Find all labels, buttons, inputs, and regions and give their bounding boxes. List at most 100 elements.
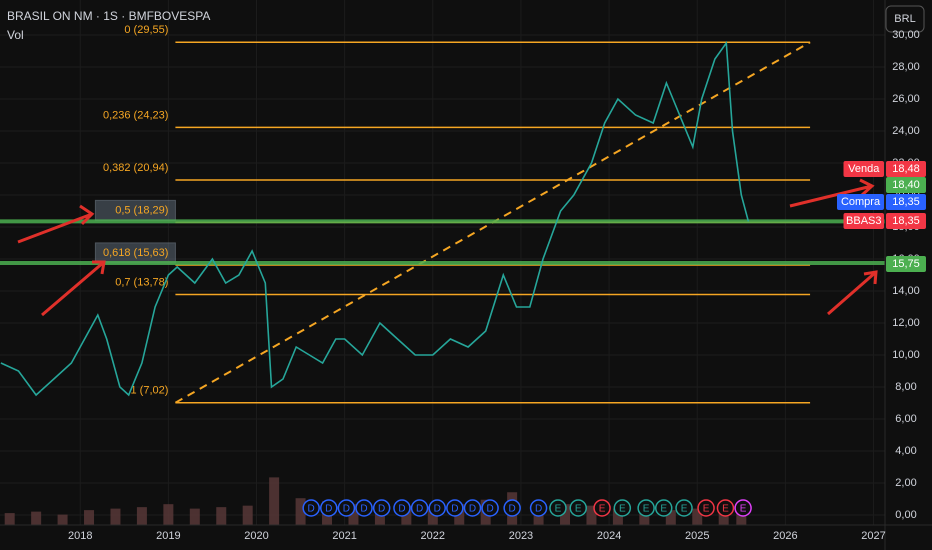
- volume-bar: [189, 508, 200, 525]
- event-marker: [463, 499, 482, 517]
- event-marker: [613, 499, 632, 517]
- event-label: D: [325, 504, 332, 515]
- x-tick-label: 2026: [773, 530, 797, 542]
- currency-button-label[interactable]: BRL: [894, 13, 915, 25]
- price-badge: [886, 213, 926, 229]
- price-badge: [886, 256, 926, 272]
- volume-bar: [612, 508, 623, 525]
- plot: 0 (29,55) 0,236 (24,23) 0,382 (20,94) 0,5 (…: [0, 24, 885, 525]
- event-marker: [393, 499, 411, 517]
- event-label: E: [599, 504, 606, 515]
- y-tick-label: 4,00: [895, 445, 916, 457]
- fib-label: 0,5 (18,29): [115, 204, 168, 216]
- price-badge-label: 18,35: [892, 215, 920, 227]
- y-tick-label: 2,00: [895, 477, 916, 489]
- event-label: E: [703, 504, 710, 515]
- event-marker: [372, 499, 391, 517]
- y-tick-label: 28,00: [892, 61, 920, 73]
- y-tick-label: 8,00: [895, 381, 916, 393]
- y-tick-label: 26,00: [892, 93, 920, 105]
- event-marker: [569, 499, 587, 517]
- y-tick-label: 30,00: [892, 29, 920, 41]
- x-tick-label: 2027: [861, 530, 885, 542]
- event-marker: [410, 499, 429, 517]
- volume-bar: [560, 504, 571, 525]
- event-label: E: [740, 504, 747, 515]
- price-badge-label: 18,40: [892, 179, 920, 191]
- event-marker: [593, 499, 611, 517]
- volume-bar: [242, 505, 253, 525]
- event-marker: [697, 499, 715, 517]
- annotation-arrows: [17, 178, 878, 317]
- event-marker: [302, 499, 320, 517]
- event-marker: [446, 499, 464, 517]
- event-label: E: [722, 504, 729, 515]
- y-tick-label: 14,00: [892, 285, 920, 297]
- fib-label: 0,618 (15,63): [103, 247, 168, 259]
- fib-label: 0 (29,55): [124, 24, 168, 36]
- x-tick-label: 2023: [509, 530, 533, 542]
- volume-label: Vol: [7, 28, 24, 42]
- y-tick-label: 0,00: [895, 509, 916, 521]
- y-tick-label: 10,00: [892, 349, 920, 361]
- event-label: E: [619, 504, 626, 515]
- fib-label: 1 (7,02): [130, 385, 168, 397]
- volume-bar: [586, 505, 597, 525]
- price-badge: [886, 161, 926, 177]
- volume-bar: [57, 514, 68, 525]
- event-label: E: [643, 504, 650, 515]
- event-marker: [320, 499, 338, 517]
- x-tick-label: 2020: [244, 530, 268, 542]
- price-badge: [886, 194, 926, 210]
- event-label: D: [509, 504, 516, 515]
- volume-bar: [84, 510, 95, 525]
- y-tick-label: 24,00: [892, 125, 920, 137]
- event-label: D: [378, 504, 385, 515]
- event-label: E: [555, 504, 562, 515]
- volume-bar: [665, 510, 676, 525]
- volume-bar: [31, 511, 42, 525]
- event-label: D: [434, 504, 441, 515]
- price-badge-name-bg: [837, 194, 884, 210]
- price-badge-label: 15,75: [892, 258, 920, 270]
- event-marker: [355, 499, 373, 517]
- y-tick-label: 6,00: [895, 413, 916, 425]
- event-marker: [637, 499, 655, 517]
- price-badge-label: 18,35: [892, 196, 920, 208]
- currency-button[interactable]: [885, 5, 925, 33]
- event-label: E: [681, 504, 688, 515]
- x-tick-label: 2019: [156, 530, 180, 542]
- event-marker: [655, 499, 673, 517]
- price-badge-name: BBAS3: [846, 215, 881, 227]
- fib-label: 0,7 (13,78): [115, 276, 168, 288]
- price-badge-name: Compra: [841, 196, 881, 208]
- fib-label: 0,382 (20,94): [103, 162, 168, 174]
- price-badge-name-bg: [843, 213, 884, 229]
- volume-bar: [427, 507, 438, 525]
- event-marker: [428, 499, 446, 517]
- event-label: D: [451, 504, 458, 515]
- x-tick-label: 2022: [421, 530, 445, 542]
- event-label: D: [360, 504, 367, 515]
- event-label: D: [308, 504, 315, 515]
- event-label: D: [486, 504, 493, 515]
- event-label: D: [469, 504, 476, 515]
- price-badge-name-bg: [843, 161, 884, 177]
- price-line: [0, 40, 750, 397]
- event-label: E: [575, 504, 582, 515]
- event-marker: [503, 499, 521, 517]
- volume-bar: [348, 504, 359, 525]
- volume-bar: [269, 477, 280, 525]
- x-tick-label: 2025: [685, 530, 709, 542]
- event-label: D: [343, 504, 350, 515]
- volume-bar: [216, 507, 227, 525]
- event-marker: [675, 499, 693, 517]
- event-label: D: [416, 504, 423, 515]
- price-badge-label: 18,48: [892, 163, 920, 175]
- event-label: E: [660, 504, 667, 515]
- x-tick-label: 2024: [597, 530, 621, 542]
- event-marker: [337, 499, 356, 517]
- price-badge-name: Venda: [848, 163, 880, 175]
- volume-bar: [136, 507, 147, 525]
